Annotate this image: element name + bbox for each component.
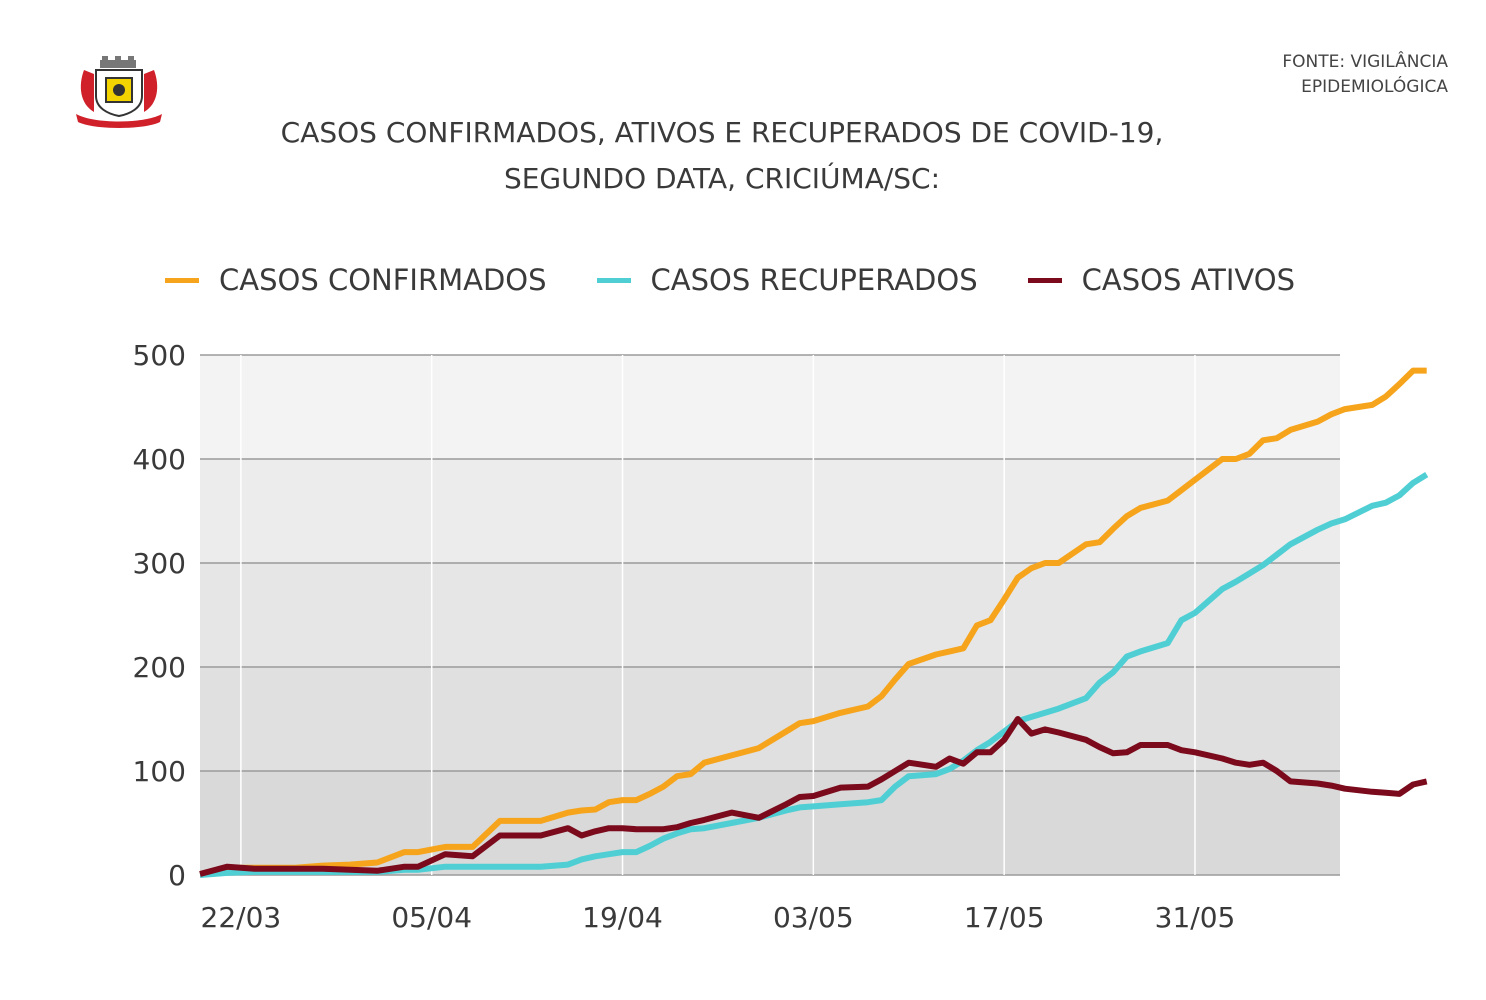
series-line-recuperados	[199, 472, 1429, 878]
series-line-ativos	[199, 716, 1428, 877]
legend-label-ativos: CASOS ATIVOS	[1081, 263, 1295, 297]
y-tick-label: 500	[133, 339, 186, 372]
logo-left-branch	[80, 70, 94, 112]
y-tick-label: 100	[133, 755, 186, 788]
legend-label-confirmados: CASOS CONFIRMADOS	[219, 263, 547, 297]
source-line-2: EPIDEMIOLÓGICA	[1301, 77, 1448, 97]
source-line-1: FONTE: VIGILÂNCIA	[1282, 52, 1448, 72]
chart-title-line-1: CASOS CONFIRMADOS, ATIVOS E RECUPERADOS …	[280, 116, 1164, 149]
legend-item-ativos: CASOS ATIVOS	[1027, 263, 1295, 297]
legend-swatch-confirmados	[165, 277, 199, 283]
legend-label-recuperados: CASOS RECUPERADOS	[650, 263, 978, 297]
plot-band	[200, 667, 1340, 771]
y-tick-label: 400	[133, 443, 186, 476]
chart-title: CASOS CONFIRMADOS, ATIVOS E RECUPERADOS …	[0, 110, 1444, 202]
legend-swatch-ativos	[1027, 277, 1062, 283]
x-tick-label: 19/04	[582, 901, 663, 934]
legend-item-recuperados: CASOS RECUPERADOS	[596, 263, 978, 297]
y-tick-label: 300	[133, 547, 186, 580]
series-line-confirmados	[199, 367, 1427, 877]
legend-swatch-recuperados	[596, 277, 631, 283]
logo-right-branch	[144, 70, 158, 112]
plot-band	[200, 771, 1340, 875]
source-note: FONTE: VIGILÂNCIA EPIDEMIOLÓGICA	[1188, 50, 1448, 100]
x-tick-label: 17/05	[964, 901, 1045, 934]
city-coat-of-arms-logo	[76, 56, 162, 128]
plot-band	[200, 355, 1340, 459]
logo-crown	[100, 60, 136, 68]
y-tick-label: 200	[133, 651, 186, 684]
chart-title-line-2: SEGUNDO DATA, CRICIÚMA/SC:	[503, 162, 941, 195]
x-tick-label: 03/05	[773, 901, 854, 934]
y-tick-label: 0	[168, 859, 186, 892]
x-tick-label: 05/04	[391, 901, 472, 934]
x-tick-label: 31/05	[1155, 901, 1236, 934]
plot-band	[200, 563, 1340, 667]
x-tick-label: 22/03	[201, 901, 282, 934]
chart-legend: CASOS CONFIRMADOS CASOS RECUPERADOS CASO…	[165, 258, 1345, 302]
logo-ribbon	[76, 114, 162, 128]
plot-band	[200, 459, 1340, 563]
legend-item-confirmados: CASOS CONFIRMADOS	[165, 263, 547, 297]
